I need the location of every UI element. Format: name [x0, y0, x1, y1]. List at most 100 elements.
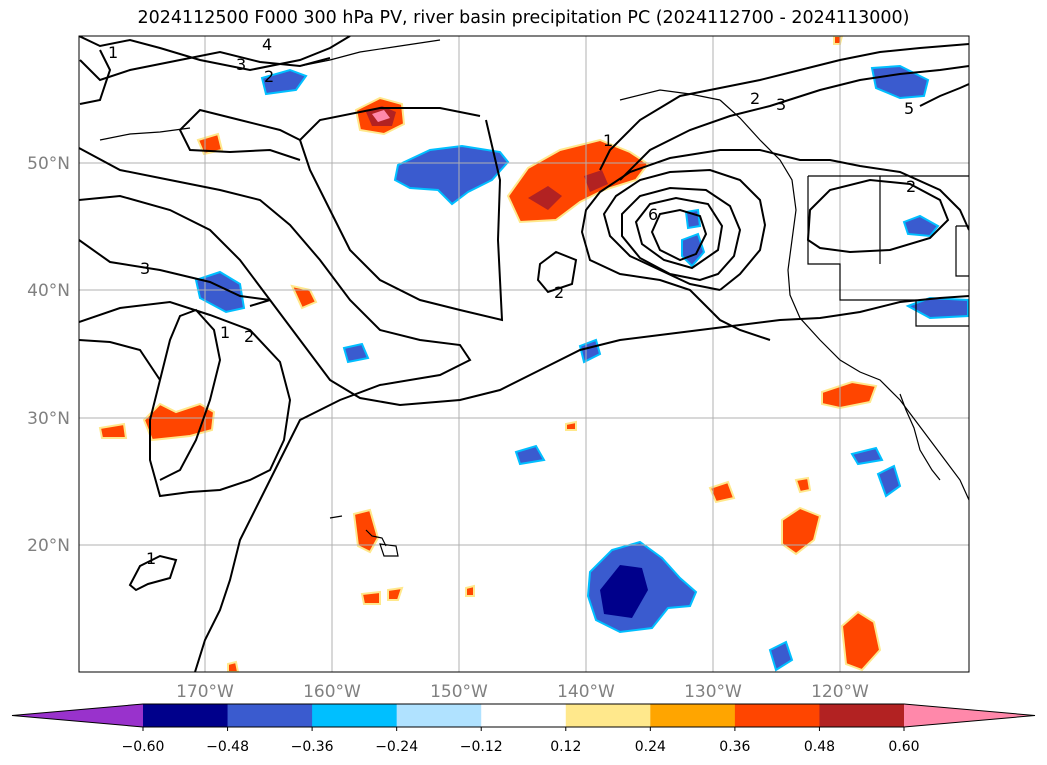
colorbar-tick-label: −0.36 — [291, 739, 334, 755]
pv-contour — [621, 186, 742, 282]
contour-labels: 4 3 2 1 3 1 2 1 2 3 6 2 5 2 1 — [108, 35, 916, 568]
pos-region-core — [528, 186, 562, 210]
contour-label: 2 — [554, 283, 564, 302]
map-title: 2024112500 F000 300 hPa PV, river basin … — [137, 8, 910, 28]
pos-region — [196, 132, 224, 156]
contour-label: 3 — [140, 259, 150, 278]
pv-contour — [806, 178, 950, 254]
lat-label: 40°N — [27, 281, 70, 301]
colorbar-ticks: −0.60 −0.48 −0.36 −0.24 −0.12 0.12 0.24 0.36 0.4… — [122, 727, 920, 755]
lat-label: 30°N — [27, 409, 70, 429]
pv-contours — [79, 36, 969, 672]
pos-region — [387, 586, 404, 601]
contour-label: 1 — [146, 549, 156, 568]
pos-region — [465, 584, 475, 597]
pos-region-core — [584, 170, 608, 192]
pos-region — [708, 480, 736, 504]
pv-contour — [580, 149, 969, 341]
contour-label: 2 — [264, 67, 274, 86]
neg-region — [876, 464, 902, 498]
lat-label: 20°N — [27, 536, 70, 556]
pv-contour — [79, 147, 472, 672]
pv-contour — [79, 300, 292, 498]
map-panel: 4 3 2 1 3 1 2 1 2 3 6 2 5 2 1 — [78, 35, 970, 673]
colorbar-extend-min — [12, 704, 143, 727]
pos-region — [794, 476, 812, 494]
pv-contour — [128, 554, 178, 592]
colorbar-segment — [650, 704, 736, 727]
contour-label: 4 — [262, 35, 272, 54]
pos-region — [565, 420, 577, 431]
colorbar-segment — [227, 704, 313, 727]
pv-contour — [79, 339, 161, 381]
colorbar-tick-label: 0.12 — [550, 739, 581, 755]
lat-label: 50°N — [27, 154, 70, 174]
colorbar-segment — [312, 704, 398, 727]
pos-region — [833, 36, 844, 45]
lon-label: 160°W — [303, 682, 361, 702]
neg-region — [342, 342, 370, 364]
contour-label: 5 — [904, 99, 914, 118]
pos-region-core — [372, 110, 390, 122]
pv-contour — [79, 49, 112, 105]
colorbar-segment — [481, 704, 567, 727]
colorbar-segments — [11, 703, 1036, 728]
longitude-labels: 170°W 160°W 150°W 140°W 130°W 120°W — [176, 682, 869, 702]
neg-region — [902, 214, 940, 238]
lon-label: 150°W — [430, 682, 488, 702]
contour-label: 3 — [236, 55, 246, 74]
pv-contour — [79, 194, 969, 407]
coastlines — [99, 39, 969, 557]
colorbar-segment — [819, 704, 905, 727]
contour-label: 6 — [648, 205, 658, 224]
contour-label: 1 — [220, 323, 230, 342]
latitude-labels: 50°N 40°N 30°N 20°N — [27, 154, 70, 556]
contour-label: 2 — [906, 177, 916, 196]
pv-contour — [634, 196, 724, 270]
neg-region — [260, 68, 308, 96]
colorbar-segment — [396, 704, 482, 727]
pv-contour — [602, 168, 767, 291]
pv-contour — [298, 107, 504, 322]
lon-label: 170°W — [176, 682, 234, 702]
pv-contour — [599, 43, 969, 171]
neg-region — [393, 144, 510, 206]
pv-contour — [178, 108, 301, 161]
colorbar-segment — [143, 704, 229, 727]
pos-region — [227, 660, 240, 672]
pos-region — [781, 506, 822, 556]
pv-contour — [536, 250, 578, 294]
contour-label: 2 — [750, 89, 760, 108]
pos-region — [821, 380, 878, 410]
colorbar-segment — [734, 704, 820, 727]
neg-region — [768, 640, 794, 672]
lon-label: 130°W — [684, 682, 742, 702]
pos-region — [142, 402, 216, 442]
pv-contour — [919, 83, 969, 107]
lon-label: 120°W — [811, 682, 869, 702]
contour-label: 1 — [108, 43, 118, 62]
contour-label: 3 — [776, 95, 786, 114]
lon-label: 140°W — [557, 682, 615, 702]
contour-label: 2 — [244, 327, 254, 346]
colorbar-extend-max — [904, 704, 1035, 727]
contour-label: 1 — [603, 131, 613, 150]
colorbar-tick-label: 0.48 — [804, 739, 835, 755]
colorbar-tick-label: −0.48 — [206, 739, 249, 755]
pos-region — [290, 284, 318, 310]
colorbar-tick-label: 0.60 — [888, 739, 919, 755]
colorbar-tick-label: 0.24 — [635, 739, 666, 755]
neg-region-core — [600, 565, 648, 618]
colorbar: −0.60 −0.48 −0.36 −0.24 −0.12 0.12 0.24 0.36 0.4… — [11, 703, 1036, 755]
pv-contour — [79, 36, 351, 72]
colorbar-tick-label: −0.12 — [460, 739, 503, 755]
gridlines — [79, 36, 969, 672]
colorbar-segment — [565, 704, 651, 727]
pv-contour — [619, 65, 969, 181]
pos-region — [840, 610, 882, 672]
pv-contour — [79, 50, 331, 82]
pos-region — [98, 422, 128, 439]
colorbar-tick-label: −0.60 — [122, 739, 165, 755]
precip-anomaly-fills — [98, 36, 969, 672]
pv-contour — [650, 208, 708, 262]
